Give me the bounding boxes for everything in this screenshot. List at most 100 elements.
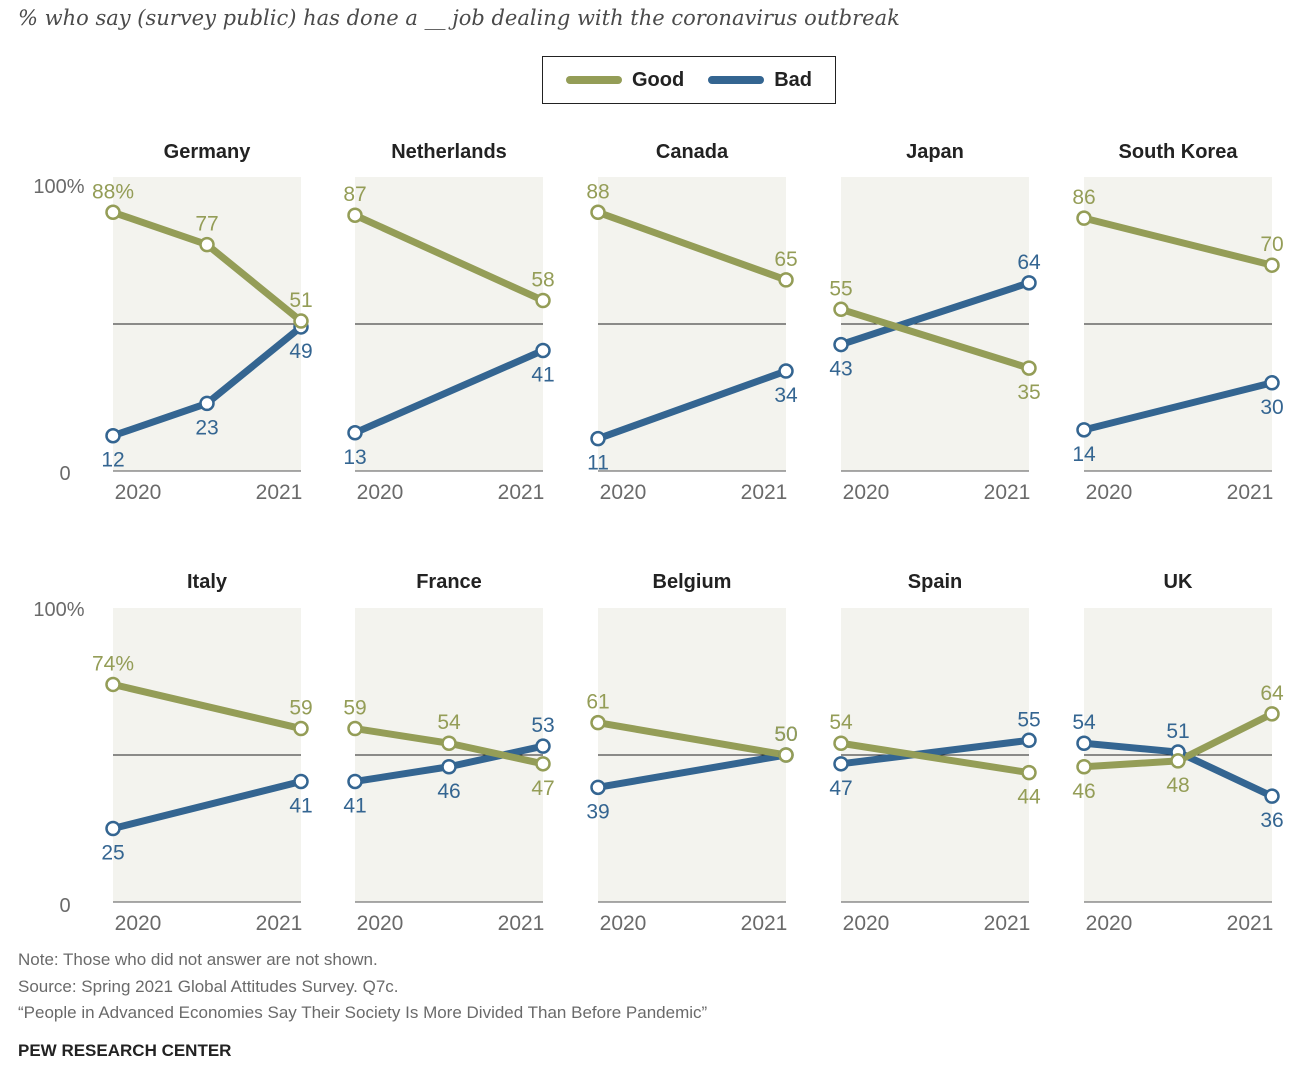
- data-point-good-japan: [833, 301, 849, 318]
- series-line-good-italy: [109, 680, 305, 733]
- brand-logo-text: PEW RESEARCH CENTER: [18, 1041, 232, 1060]
- data-point-bad-south-korea: [1264, 375, 1280, 391]
- x-tick-label-italy: 2021: [256, 912, 303, 935]
- data-point-good-south-korea: [1076, 210, 1092, 226]
- data-label-good-france: 47: [531, 777, 554, 800]
- x-tick-label-canada: 2020: [600, 481, 647, 504]
- data-point-good-france: [441, 735, 457, 751]
- panel-title-south-korea: South Korea: [1119, 141, 1239, 163]
- data-point-good-france: [535, 756, 551, 772]
- data-point-good-france: [347, 720, 363, 737]
- series-line-bad-netherlands: [351, 346, 547, 437]
- data-label-bad-belgium: 39: [586, 800, 609, 823]
- x-tick-label-germany: 2021: [256, 481, 303, 504]
- series-line-bad-spain: [837, 736, 1033, 768]
- x-tick-label-canada: 2021: [741, 481, 788, 504]
- data-point-bad-uk: [1264, 788, 1280, 804]
- legend-item-good: Good: [565, 68, 685, 92]
- series-line-good-netherlands: [351, 211, 547, 304]
- series-line-good-belgium: [594, 719, 790, 759]
- data-label-bad-japan: 43: [829, 358, 852, 381]
- data-label-bad-south-korea: 14: [1072, 443, 1096, 466]
- data-label-bad-uk: 36: [1260, 809, 1283, 832]
- panel-title-spain: Spain: [908, 571, 962, 593]
- x-tick-label-south-korea: 2020: [1086, 481, 1133, 504]
- data-label-bad-germany: 23: [195, 416, 218, 439]
- data-point-bad-spain: [833, 756, 849, 772]
- data-label-bad-uk: 54: [1072, 711, 1096, 734]
- data-label-bad-germany: 49: [289, 340, 312, 363]
- data-label-bad-spain: 47: [829, 777, 852, 800]
- data-point-good-italy: [105, 676, 121, 693]
- series-line-good-south-korea: [1080, 214, 1276, 269]
- data-label-good-spain: 44: [1017, 786, 1041, 809]
- data-point-bad-netherlands: [347, 425, 363, 441]
- data-point-bad-germany: [199, 395, 215, 412]
- series-line-good-spain: [837, 739, 1033, 777]
- panel-title-netherlands: Netherlands: [391, 141, 507, 163]
- data-label-bad-canada: 34: [774, 384, 798, 407]
- x-tick-label-japan: 2020: [843, 481, 890, 504]
- data-label-good-canada: 65: [774, 248, 797, 271]
- data-point-bad-france: [347, 773, 363, 790]
- data-label-bad-japan: 64: [1017, 251, 1041, 274]
- x-tick-label-japan: 2021: [984, 481, 1031, 504]
- legend-label-good: Good: [631, 68, 685, 91]
- panel-title-belgium: Belgium: [653, 571, 732, 593]
- data-label-good-germany: 77: [195, 213, 218, 236]
- x-tick-label-south-korea: 2021: [1227, 481, 1274, 504]
- data-point-bad-spain: [1021, 732, 1037, 749]
- legend-label-bad: Bad: [774, 68, 812, 91]
- x-tick-label-france: 2021: [498, 912, 545, 935]
- panel-title-canada: Canada: [656, 141, 729, 163]
- x-tick-label-netherlands: 2020: [357, 481, 404, 504]
- data-point-good-spain: [833, 735, 849, 751]
- series-line-bad-south-korea: [1080, 379, 1276, 434]
- data-label-bad-italy: 41: [289, 794, 312, 817]
- footer-note: Note: Those who did not answer are not s…: [18, 950, 378, 969]
- x-tick-label-spain: 2021: [984, 912, 1031, 935]
- data-point-bad-canada: [778, 363, 794, 379]
- series-line-bad-japan: [837, 279, 1033, 349]
- data-point-good-germany: [293, 313, 309, 329]
- data-point-bad-canada: [590, 430, 606, 447]
- data-point-good-belgium: [590, 714, 606, 731]
- data-label-bad-france: 41: [343, 794, 366, 817]
- footer-report: “People in Advanced Economies Say Their …: [18, 1003, 708, 1022]
- data-label-bad-south-korea: 30: [1260, 396, 1283, 419]
- data-point-bad-italy: [293, 773, 309, 790]
- data-point-bad-uk: [1076, 735, 1092, 751]
- data-point-good-japan: [1021, 360, 1037, 376]
- data-point-bad-france: [441, 759, 457, 775]
- data-label-good-germany: 51: [289, 289, 312, 312]
- x-tick-label-uk: 2020: [1086, 912, 1133, 935]
- x-tick-label-netherlands: 2021: [498, 481, 545, 504]
- data-label-bad-canada: 11: [587, 452, 609, 475]
- data-label-bad-germany: 12: [101, 449, 124, 472]
- data-point-good-belgium: [778, 747, 794, 763]
- data-point-good-germany: [199, 236, 215, 253]
- data-point-good-canada: [778, 272, 794, 288]
- data-label-good-italy: 74%: [92, 652, 134, 675]
- x-tick-label-uk: 2021: [1227, 912, 1274, 935]
- chart-subtitle: % who say (survey public) has done a __ …: [18, 6, 900, 30]
- data-label-good-uk: 48: [1166, 774, 1189, 797]
- x-tick-label-spain: 2020: [843, 912, 890, 935]
- panel-title-italy: Italy: [187, 571, 228, 593]
- data-point-good-uk: [1264, 706, 1280, 722]
- data-label-good-south-korea: 86: [1072, 186, 1095, 209]
- data-label-good-netherlands: 58: [531, 268, 554, 291]
- legend-swatch-good: [565, 76, 622, 84]
- data-point-bad-japan: [1021, 275, 1037, 291]
- data-label-good-belgium: 50: [774, 723, 797, 746]
- x-tick-label-italy: 2020: [115, 912, 162, 935]
- data-label-bad-france: 46: [437, 780, 460, 803]
- panel-title-germany: Germany: [164, 141, 252, 163]
- data-point-good-germany: [105, 204, 121, 221]
- data-point-good-italy: [293, 720, 309, 737]
- x-tick-label-belgium: 2020: [600, 912, 647, 935]
- data-label-good-germany: 88%: [92, 180, 134, 203]
- series-line-good-japan: [837, 305, 1033, 372]
- y-tick-label-bottom: 0: [59, 895, 70, 917]
- y-tick-label-bottom: 0: [59, 463, 70, 485]
